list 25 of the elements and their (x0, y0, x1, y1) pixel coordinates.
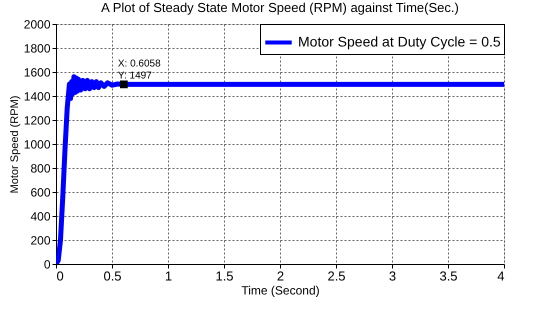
x-axis-title: Time (Second) (241, 284, 320, 298)
x-tick-label: 2.5 (327, 268, 346, 284)
legend-label: Motor Speed at Duty Cycle = 0.5 (298, 34, 501, 50)
y-tick-label: 400 (30, 210, 51, 224)
x-tick-label: 0 (56, 268, 64, 284)
x-tick-label: 2 (276, 268, 284, 284)
x-tick-label: 1 (164, 268, 172, 284)
chart-title: A Plot of Steady State Motor Speed (RPM) against Time(Sec.) (101, 0, 459, 15)
x-tick-label: 0.5 (103, 268, 122, 284)
annotation: X: 0.6058 Y: 1497 (118, 58, 162, 82)
y-tick-label: 1600 (24, 66, 51, 80)
y-tick-label: 200 (30, 234, 51, 248)
y-tick-label: 1800 (24, 42, 51, 56)
y-axis-title: Motor Speed (RPM) (8, 96, 21, 194)
y-tick-label: 800 (30, 162, 51, 176)
x-tick-label: 3 (388, 268, 396, 284)
y-tick-label: 0 (44, 258, 51, 272)
y-tick-label: 1400 (24, 90, 51, 104)
x-tick-label: 3.5 (439, 268, 458, 284)
y-tick-label: 2000 (24, 18, 51, 32)
x-tick-label: 1.5 (215, 268, 234, 284)
y-tick-label: 1200 (24, 114, 51, 128)
y-tick-label: 1000 (24, 138, 51, 152)
y-tick-label: 600 (30, 186, 51, 200)
x-tick-label: 4 (497, 268, 504, 284)
